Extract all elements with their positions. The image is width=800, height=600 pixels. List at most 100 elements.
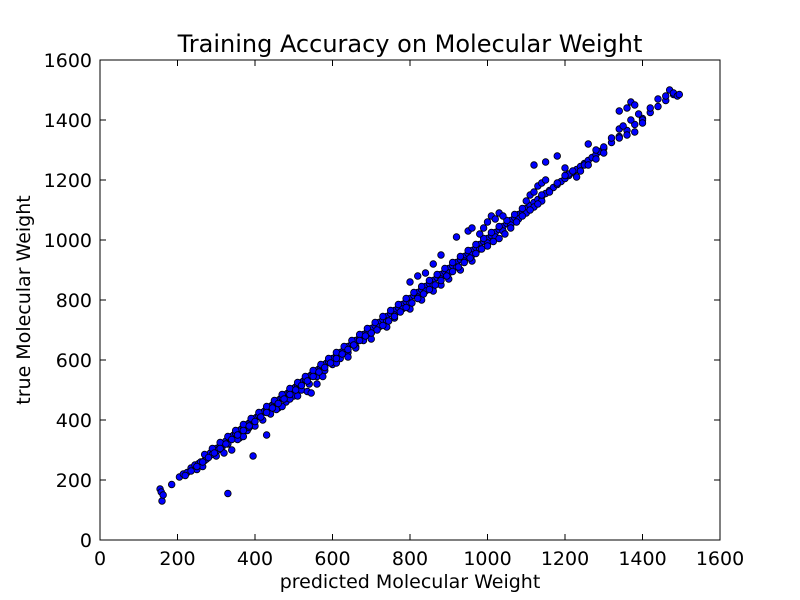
scatter-point xyxy=(315,368,323,376)
x-tick-label: 1400 xyxy=(618,548,666,570)
scatter-point xyxy=(198,458,207,466)
scatter-point xyxy=(592,146,600,154)
scatter-point xyxy=(355,336,364,345)
scatter-point xyxy=(233,431,242,439)
scatter-point xyxy=(572,173,581,181)
scatter-point xyxy=(344,345,352,354)
scatter-point xyxy=(297,381,306,390)
scatter-point xyxy=(561,171,569,180)
y-tick-label: 0 xyxy=(80,530,92,552)
scatter-point xyxy=(487,228,496,237)
scatter-point xyxy=(448,267,457,276)
scatter-point xyxy=(204,453,213,462)
scatter-point xyxy=(373,326,381,334)
scatter-point xyxy=(406,278,414,286)
scatter-point xyxy=(460,258,468,267)
scatter-point xyxy=(654,102,662,111)
scatter-point xyxy=(541,158,550,166)
y-axis-label: true Molecular Weight xyxy=(13,195,35,404)
y-tick-label: 800 xyxy=(56,290,92,312)
scatter-point xyxy=(541,176,550,184)
scatter-point xyxy=(553,152,561,160)
scatter-point xyxy=(479,224,488,232)
scatter-point xyxy=(326,359,335,367)
scatter-point xyxy=(414,294,422,303)
y-tick-label: 200 xyxy=(56,470,92,492)
scatter-point xyxy=(429,260,437,268)
scatter-point xyxy=(379,312,387,321)
x-axis-label: predicted Molecular Weight xyxy=(280,571,541,593)
scatter-point xyxy=(228,446,236,454)
scatter-point xyxy=(437,276,445,285)
scatter-point xyxy=(394,300,403,309)
scatter-point xyxy=(634,110,643,118)
scatter-point xyxy=(553,179,561,187)
scatter-point xyxy=(631,101,639,109)
scatter-point xyxy=(210,449,219,457)
x-tick-label: 600 xyxy=(314,548,350,570)
scatter-point xyxy=(512,218,521,226)
scatter-point xyxy=(228,435,236,444)
scatter-point xyxy=(433,270,441,279)
scatter-point xyxy=(379,321,387,330)
scatter-point xyxy=(414,272,422,280)
scatter-point xyxy=(607,134,616,142)
scatter-point xyxy=(638,119,647,127)
scatter-point xyxy=(338,350,346,358)
scatter-point xyxy=(530,161,538,169)
scatter-point xyxy=(530,188,538,196)
x-tick-label: 400 xyxy=(237,548,273,570)
scatter-point xyxy=(454,263,463,271)
scatter-point xyxy=(545,188,554,196)
scatter-point xyxy=(408,299,416,307)
scatter-point xyxy=(507,224,515,232)
chart-title: Training Accuracy on Molecular Weight xyxy=(177,30,643,58)
data-points xyxy=(156,86,684,505)
scatter-point xyxy=(468,224,476,232)
y-axis-ticks: 0 200 400 600 800 1000 1200 1400 1600 xyxy=(44,50,720,552)
scatter-point xyxy=(367,329,375,337)
scatter-point xyxy=(561,164,569,172)
scatter-point xyxy=(396,308,405,316)
scatter-point xyxy=(158,497,166,505)
scatter-point xyxy=(371,318,379,327)
scatter-point xyxy=(303,377,312,385)
scatter-point xyxy=(251,417,259,426)
scatter-point xyxy=(425,285,434,294)
scatter-point xyxy=(313,380,321,388)
scatter-point xyxy=(518,212,527,220)
x-tick-label: 0 xyxy=(94,548,106,570)
scatter-point xyxy=(456,252,465,261)
scatter-point xyxy=(534,200,542,208)
scatter-point xyxy=(291,386,300,394)
scatter-point xyxy=(441,264,449,273)
x-tick-label: 1200 xyxy=(541,548,589,570)
scatter-point xyxy=(390,312,399,321)
scatter-point xyxy=(495,234,503,243)
scatter-point xyxy=(522,197,530,205)
scatter-point xyxy=(615,107,623,115)
scatter-point xyxy=(286,390,294,399)
scatter-point xyxy=(443,272,451,280)
x-tick-label: 1000 xyxy=(463,548,511,570)
scatter-point xyxy=(526,206,534,214)
scatter-point xyxy=(472,249,480,258)
scatter-point xyxy=(662,92,670,100)
scatter-point xyxy=(222,440,230,448)
scatter-point xyxy=(619,122,627,130)
scatter-point xyxy=(309,372,317,381)
scatter-point xyxy=(224,489,232,498)
scatter-point xyxy=(495,222,503,231)
scatter-point xyxy=(615,134,623,142)
scatter-point xyxy=(239,426,248,435)
y-tick-label: 1000 xyxy=(44,230,92,252)
scatter-point xyxy=(307,389,315,397)
scatter-point xyxy=(274,399,282,408)
scatter-point xyxy=(489,237,498,246)
scatter-point xyxy=(646,104,654,112)
scatter-point xyxy=(584,140,592,148)
scatter-point xyxy=(321,363,329,372)
scatter-point xyxy=(675,90,684,99)
scatter-point xyxy=(464,246,472,255)
scatter-point xyxy=(600,149,608,157)
